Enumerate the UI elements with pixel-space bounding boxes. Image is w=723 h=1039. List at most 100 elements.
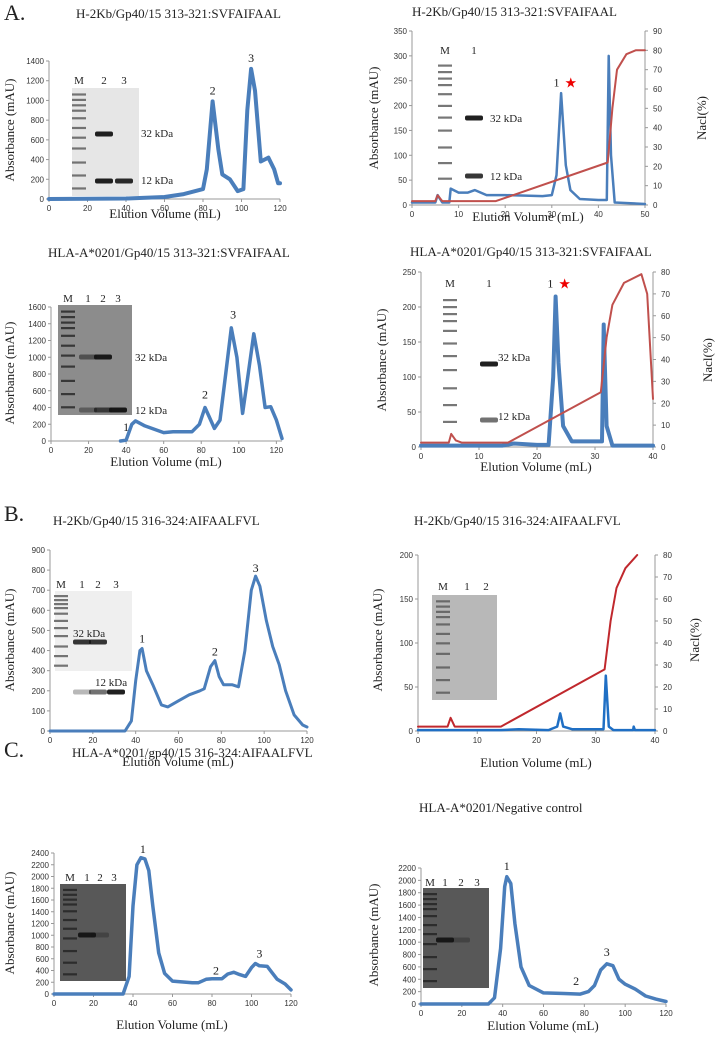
ladder-band [438,104,452,107]
gel-marker-label: 12 kDa [135,405,167,417]
ladder-band [63,927,77,930]
ladder-band [61,365,75,368]
gel-lane-label: 1 [442,877,448,889]
panel-label: C. [4,737,24,762]
y-tick-label: 100 [403,373,417,382]
gel-inset: M 2 3 32 kDa 12 kDa [72,75,173,196]
ladder-band [63,893,77,896]
protein-band [115,178,133,184]
ladder-band [72,136,86,139]
y2-tick-label: 10 [661,421,670,430]
gel-inset: M 1 32 kDa 12 kDa [432,45,522,188]
ladder-band [423,980,437,983]
gel-marker-label: 32 kDa [498,352,530,364]
ladder-band [61,327,75,330]
y-tick-label: 200 [32,687,46,696]
y-tick-label: 1800 [31,884,49,893]
x-tick-label: 60 [174,736,183,745]
x-tick-label: 50 [641,210,650,219]
peak-label: 2 [212,645,218,659]
ladder-band [72,147,86,150]
x-tick-label: 40 [498,1009,507,1018]
x-tick-label: 20 [84,446,93,455]
y-tick-label: 1600 [28,303,46,312]
panel-label: A. [4,0,25,25]
ladder-band [438,93,452,96]
ladder-band [438,146,452,149]
x-tick-label: 100 [618,1009,632,1018]
y-tick-label: 2200 [31,861,49,870]
protein-band [78,932,96,938]
ladder-band [54,645,68,648]
ladder-band [443,387,457,390]
y-axis-label: Absorbance (mAU) [2,589,17,692]
ladder-band [423,933,437,936]
series-line-nacl [420,273,654,444]
y2-tick-label: 70 [661,290,670,299]
ladder-band [54,635,68,638]
ladder-band [61,393,75,396]
x-tick-label: 0 [419,1009,424,1018]
x-tick-label: 40 [131,736,140,745]
series-line-absorbance [118,326,284,443]
y2-tick-label: 20 [663,683,672,692]
ladder-band [438,71,452,74]
x-tick-label: 80 [199,204,208,213]
ladder-band [438,77,452,80]
series-line-absorbance [52,855,293,996]
x-tick-label: 10 [475,452,484,461]
x-tick-label: 120 [270,446,284,455]
gel-lane-label: M [425,877,435,889]
ladder-band [438,162,452,165]
y2-tick-label: 0 [653,201,658,210]
y2-tick-label: 40 [663,639,672,648]
x-tick-label: 0 [49,446,54,455]
protein-band [94,407,112,413]
y-tick-label: 0 [40,195,45,204]
x-tick-label: 100 [257,736,271,745]
x-axis-label: Elution Volume (mL) [480,459,591,474]
ladder-band [438,129,452,132]
x-tick-label: 100 [232,446,246,455]
gel-lane-label: 2 [458,877,464,889]
x-tick-label: 60 [160,204,169,213]
protein-band [95,131,113,137]
ladder-band [438,116,452,119]
chart-title: H-2Kb/Gp40/15 313-321:SVFAIFAAL [412,4,617,19]
ladder-band [61,406,75,409]
y2-tick-label: 20 [661,399,670,408]
y-tick-label: 50 [398,176,407,185]
y-tick-label: 250 [403,268,417,277]
ladder-band [443,404,457,407]
ladder-band [423,908,437,911]
y2-tick-label: 50 [663,617,672,626]
gel-lane-label: 3 [121,75,127,87]
x-tick-label: 80 [197,446,206,455]
y-tick-label: 2000 [31,873,49,882]
y-tick-label: 300 [32,667,46,676]
gel-lane-label: M [74,75,84,87]
gel-lane-label: M [440,45,450,57]
ladder-band [436,642,450,645]
ladder-band [72,93,86,96]
gel-lane-label: 3 [111,872,117,884]
x-tick-label: 40 [594,210,603,219]
ladder-band [436,616,450,619]
chart-title: H-2Kb/Gp40/15 316-324:AIFAALFVL [53,513,260,528]
y-tick-label: 1400 [398,913,416,922]
gel-lane-label: 1 [486,278,492,290]
peak-label: 1 [123,420,129,434]
ladder-band [63,898,77,901]
ladder-band [443,369,457,372]
ladder-band [443,355,457,358]
ladder-band [423,898,437,901]
x-tick-label: 100 [245,999,259,1008]
ladder-band [443,313,457,316]
ladder-band [61,316,75,319]
x-tick-label: 20 [532,736,541,745]
y2-tick-label: 10 [653,182,662,191]
y-tick-label: 1000 [26,96,44,105]
